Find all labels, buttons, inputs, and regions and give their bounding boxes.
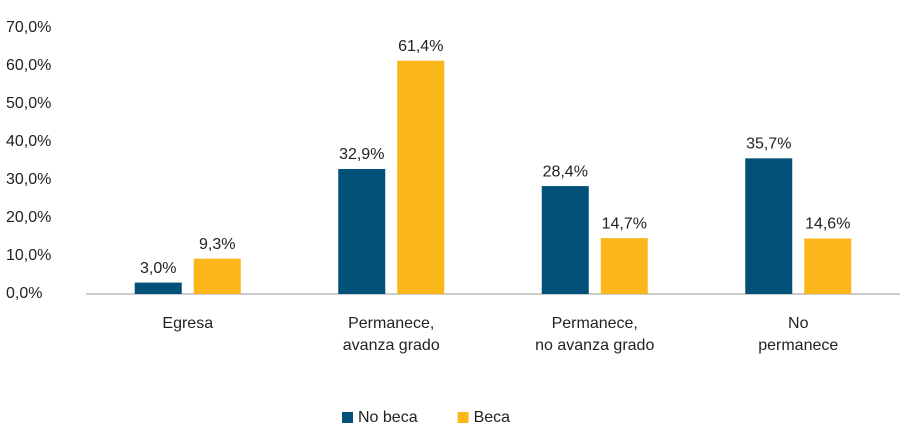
legend-swatch — [342, 412, 353, 423]
bar — [804, 238, 852, 294]
legend-swatch — [457, 412, 469, 423]
x-tick-label: Egresa — [162, 315, 213, 332]
bar — [600, 238, 648, 294]
legend-label: Beca — [474, 409, 511, 426]
bar — [745, 158, 793, 294]
value-label: 28,4% — [543, 163, 588, 180]
value-label: 9,3% — [199, 236, 235, 253]
y-tick-label: 10,0% — [6, 247, 51, 264]
value-label: 3,0% — [140, 260, 176, 277]
value-label: 14,6% — [805, 216, 850, 233]
x-tick-label: No permanece — [758, 315, 838, 354]
y-tick-label: 0,0% — [6, 285, 42, 302]
y-tick-label: 70,0% — [6, 19, 51, 36]
bar — [193, 258, 241, 294]
bar — [397, 60, 445, 295]
bar — [134, 282, 182, 294]
y-tick-label: 40,0% — [6, 133, 51, 150]
value-label: 32,9% — [339, 146, 384, 163]
y-tick-label: 60,0% — [6, 57, 51, 74]
x-tick-label: Permanece, avanza grado — [343, 315, 440, 354]
y-tick-label: 20,0% — [6, 209, 51, 226]
y-tick-label: 30,0% — [6, 171, 51, 188]
value-label: 61,4% — [398, 38, 443, 55]
value-label: 14,7% — [602, 215, 647, 232]
y-tick-label: 50,0% — [6, 95, 51, 112]
value-label: 35,7% — [746, 136, 791, 153]
legend-label: No beca — [358, 409, 418, 426]
bar — [338, 168, 386, 294]
bar — [541, 186, 589, 294]
x-tick-label: Permanece, no avanza grado — [535, 315, 654, 354]
